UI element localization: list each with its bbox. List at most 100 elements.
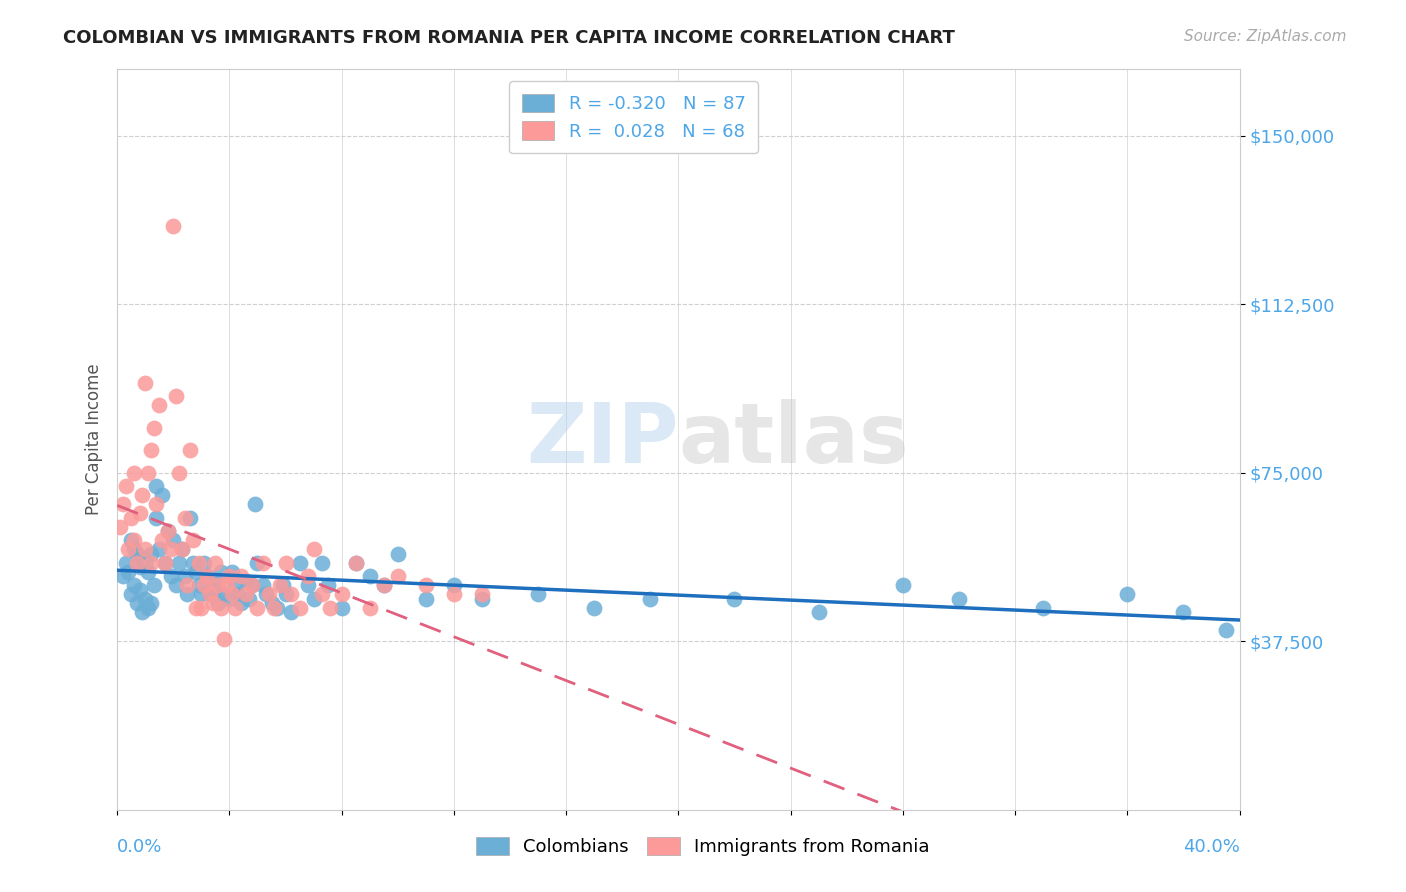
- Point: [415, 591, 437, 606]
- Point: [226, 587, 249, 601]
- Point: [229, 569, 252, 583]
- Point: [117, 542, 139, 557]
- Text: ZIP: ZIP: [526, 399, 678, 480]
- Point: [136, 600, 159, 615]
- Point: [167, 466, 190, 480]
- Point: [153, 556, 176, 570]
- Point: [583, 600, 606, 615]
- Point: [181, 556, 204, 570]
- Point: [198, 587, 221, 601]
- Point: [145, 510, 167, 524]
- Point: [443, 578, 465, 592]
- Text: COLOMBIAN VS IMMIGRANTS FROM ROMANIA PER CAPITA INCOME CORRELATION CHART: COLOMBIAN VS IMMIGRANTS FROM ROMANIA PER…: [63, 29, 955, 46]
- Point: [136, 565, 159, 579]
- Point: [221, 587, 243, 601]
- Point: [891, 578, 914, 592]
- Point: [156, 524, 179, 539]
- Point: [134, 542, 156, 557]
- Point: [162, 533, 184, 548]
- Point: [159, 569, 181, 583]
- Point: [218, 591, 240, 606]
- Point: [260, 596, 283, 610]
- Point: [297, 578, 319, 592]
- Point: [173, 510, 195, 524]
- Point: [311, 587, 333, 601]
- Point: [1173, 605, 1195, 619]
- Point: [167, 556, 190, 570]
- Point: [187, 578, 209, 592]
- Point: [415, 578, 437, 592]
- Legend: R = -0.320   N = 87, R =  0.028   N = 68: R = -0.320 N = 87, R = 0.028 N = 68: [509, 81, 758, 153]
- Point: [128, 560, 150, 574]
- Point: [443, 587, 465, 601]
- Point: [316, 578, 339, 592]
- Point: [330, 587, 353, 601]
- Point: [139, 596, 162, 610]
- Point: [1032, 600, 1054, 615]
- Y-axis label: Per Capita Income: Per Capita Income: [86, 363, 103, 515]
- Point: [184, 600, 207, 615]
- Point: [212, 632, 235, 646]
- Point: [252, 556, 274, 570]
- Point: [108, 519, 131, 533]
- Point: [274, 587, 297, 601]
- Point: [176, 587, 198, 601]
- Point: [224, 578, 246, 592]
- Point: [193, 578, 215, 592]
- Point: [184, 565, 207, 579]
- Point: [527, 587, 550, 601]
- Point: [373, 578, 395, 592]
- Point: [176, 578, 198, 592]
- Point: [252, 578, 274, 592]
- Point: [218, 569, 240, 583]
- Point: [201, 574, 224, 588]
- Point: [1215, 623, 1237, 637]
- Text: 40.0%: 40.0%: [1182, 838, 1240, 856]
- Point: [142, 421, 165, 435]
- Point: [471, 587, 494, 601]
- Point: [344, 556, 367, 570]
- Point: [280, 605, 302, 619]
- Point: [148, 542, 170, 557]
- Point: [204, 556, 226, 570]
- Point: [240, 578, 263, 592]
- Point: [122, 542, 145, 557]
- Point: [156, 524, 179, 539]
- Point: [198, 587, 221, 601]
- Point: [179, 443, 201, 458]
- Point: [170, 542, 193, 557]
- Point: [139, 443, 162, 458]
- Point: [235, 587, 257, 601]
- Point: [330, 600, 353, 615]
- Point: [359, 600, 381, 615]
- Point: [136, 466, 159, 480]
- Point: [190, 587, 212, 601]
- Point: [254, 587, 277, 601]
- Point: [209, 565, 232, 579]
- Point: [246, 600, 269, 615]
- Text: 0.0%: 0.0%: [117, 838, 163, 856]
- Point: [114, 556, 136, 570]
- Point: [122, 578, 145, 592]
- Point: [165, 578, 187, 592]
- Point: [120, 510, 142, 524]
- Point: [373, 578, 395, 592]
- Point: [173, 569, 195, 583]
- Point: [120, 587, 142, 601]
- Point: [207, 578, 229, 592]
- Point: [201, 596, 224, 610]
- Point: [238, 591, 260, 606]
- Point: [723, 591, 745, 606]
- Point: [344, 556, 367, 570]
- Point: [179, 510, 201, 524]
- Point: [387, 569, 409, 583]
- Point: [193, 556, 215, 570]
- Point: [128, 582, 150, 597]
- Point: [302, 591, 325, 606]
- Point: [187, 556, 209, 570]
- Text: atlas: atlas: [678, 399, 910, 480]
- Point: [471, 591, 494, 606]
- Point: [1116, 587, 1139, 601]
- Point: [131, 605, 153, 619]
- Point: [142, 578, 165, 592]
